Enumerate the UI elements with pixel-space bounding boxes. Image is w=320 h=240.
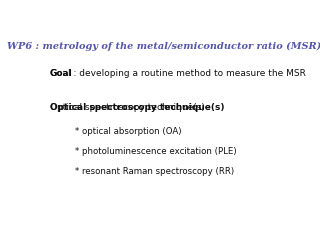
Text: Goal: Goal bbox=[50, 69, 73, 78]
Text: * optical absorption (OA): * optical absorption (OA) bbox=[75, 127, 181, 136]
Text: WP6 : metrology of the metal/semiconductor ratio (MSR): WP6 : metrology of the metal/semiconduct… bbox=[7, 42, 320, 51]
Text: Optical spectroscopy technique(s) :: Optical spectroscopy technique(s) : bbox=[50, 103, 211, 112]
Text: * photoluminescence excitation (PLE): * photoluminescence excitation (PLE) bbox=[75, 147, 236, 156]
Text: Optical spectroscopy technique(s): Optical spectroscopy technique(s) bbox=[50, 103, 224, 112]
Text: * resonant Raman spectroscopy (RR): * resonant Raman spectroscopy (RR) bbox=[75, 168, 234, 176]
Text: Goal : developing a routine method to measure the MSR: Goal : developing a routine method to me… bbox=[50, 69, 306, 78]
